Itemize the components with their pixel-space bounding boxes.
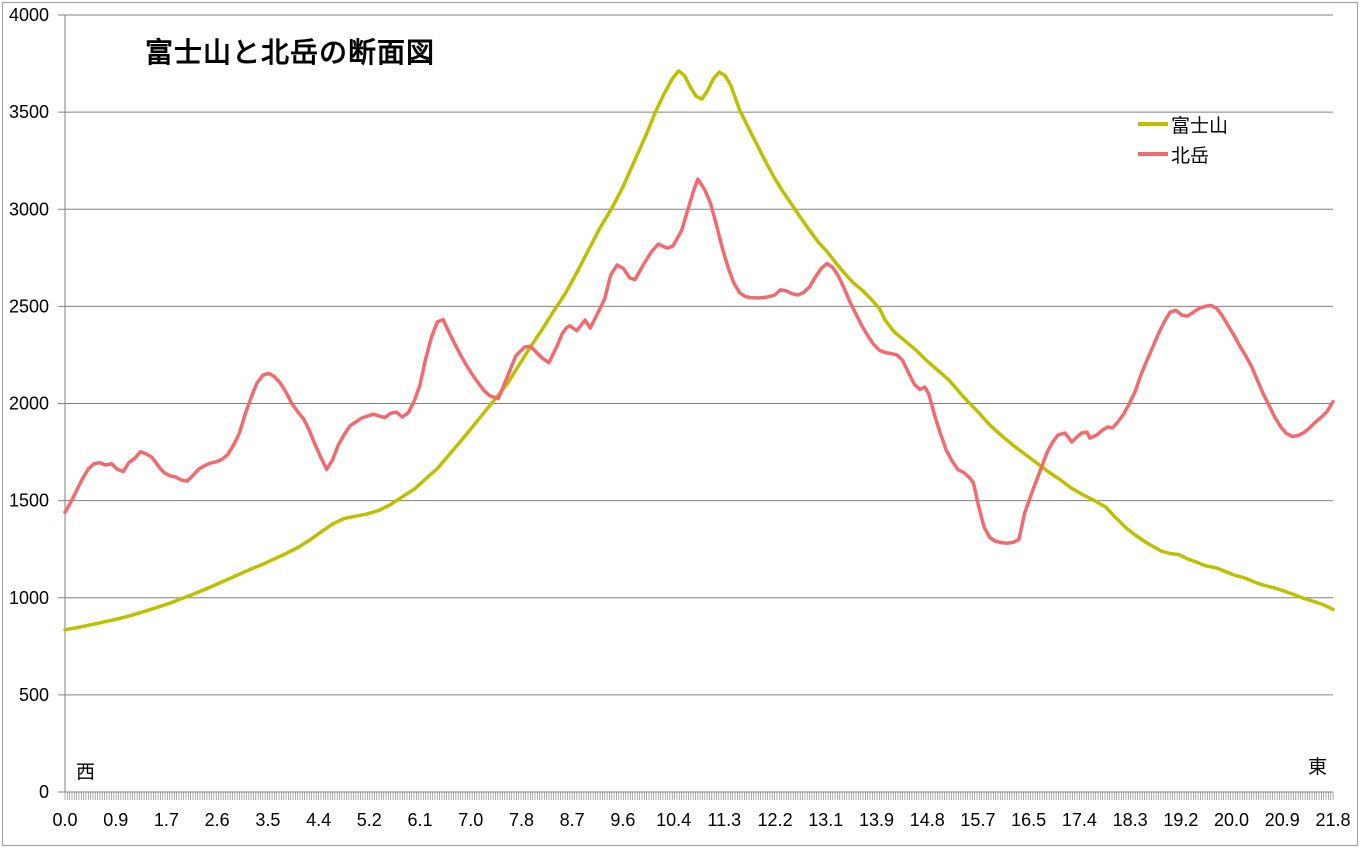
chart-title: 富士山と北岳の断面図 <box>145 37 436 68</box>
svg-text:21.8: 21.8 <box>1315 810 1350 830</box>
legend: 富士山 北岳 <box>1138 109 1228 169</box>
svg-text:0: 0 <box>39 782 49 802</box>
svg-text:3.5: 3.5 <box>255 810 280 830</box>
svg-text:7.8: 7.8 <box>509 810 534 830</box>
west-label: 西 <box>76 762 96 783</box>
svg-text:10.4: 10.4 <box>656 810 691 830</box>
svg-text:20.9: 20.9 <box>1265 810 1300 830</box>
svg-text:1.7: 1.7 <box>154 810 179 830</box>
svg-text:5.2: 5.2 <box>357 810 382 830</box>
svg-text:12.2: 12.2 <box>758 810 793 830</box>
svg-text:18.3: 18.3 <box>1113 810 1148 830</box>
svg-text:1500: 1500 <box>9 491 49 511</box>
svg-text:1000: 1000 <box>9 588 49 608</box>
svg-text:9.6: 9.6 <box>610 810 635 830</box>
svg-text:4.4: 4.4 <box>306 810 331 830</box>
svg-text:13.9: 13.9 <box>859 810 894 830</box>
svg-text:2.6: 2.6 <box>205 810 230 830</box>
svg-text:6.1: 6.1 <box>408 810 433 830</box>
svg-text:2000: 2000 <box>9 394 49 414</box>
svg-text:3000: 3000 <box>9 199 49 219</box>
svg-text:13.1: 13.1 <box>808 810 843 830</box>
fuji-line-swatch <box>1138 122 1168 126</box>
legend-label-fuji: 富士山 <box>1171 115 1229 137</box>
kitadake-line-swatch <box>1138 152 1168 156</box>
svg-text:500: 500 <box>19 685 49 705</box>
svg-text:4000: 4000 <box>9 5 49 25</box>
legend-item-kitadake: 北岳 <box>1138 139 1228 169</box>
svg-text:14.8: 14.8 <box>910 810 945 830</box>
svg-text:7.0: 7.0 <box>458 810 483 830</box>
svg-text:3500: 3500 <box>9 102 49 122</box>
svg-text:17.4: 17.4 <box>1062 810 1097 830</box>
svg-text:16.5: 16.5 <box>1011 810 1046 830</box>
legend-label-kitadake: 北岳 <box>1171 145 1210 167</box>
svg-text:19.2: 19.2 <box>1163 810 1198 830</box>
svg-text:11.3: 11.3 <box>708 810 742 830</box>
svg-text:8.7: 8.7 <box>560 810 585 830</box>
east-label: 東 <box>1308 757 1328 778</box>
svg-text:0.9: 0.9 <box>103 810 128 830</box>
svg-text:20.0: 20.0 <box>1214 810 1249 830</box>
svg-text:0.0: 0.0 <box>52 810 77 830</box>
svg-text:15.7: 15.7 <box>960 810 995 830</box>
svg-text:2500: 2500 <box>9 296 49 316</box>
legend-item-fuji: 富士山 <box>1138 109 1228 139</box>
